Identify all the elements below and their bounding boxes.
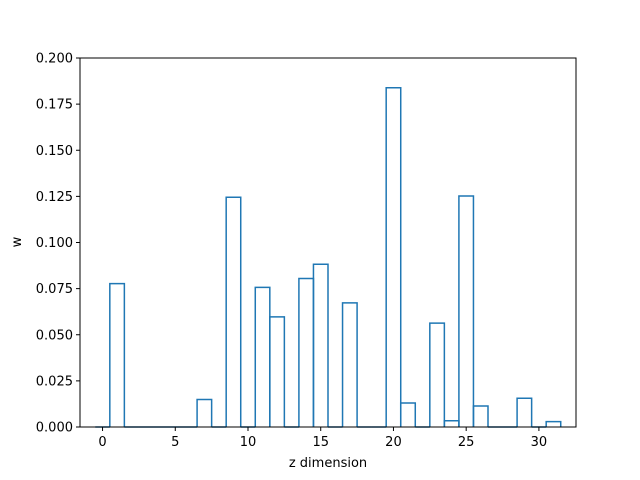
y-tick-label: 0.200 [36,52,73,67]
histogram-bar [341,302,358,427]
x-axis-ticks: 0 5 10 15 20 25 30 [98,427,547,450]
histogram-bar [545,420,562,427]
histogram-bar [109,282,126,427]
y-tick-label: 0.150 [36,144,73,159]
x-axis-label: z dimension [289,456,367,471]
histogram-bars [95,86,562,428]
y-axis-ticks: 0.000 0.025 0.050 0.075 0.100 0.125 0.150 0.175… [36,52,80,436]
histogram-bar [254,286,271,427]
histogram-bar [196,398,213,427]
x-tick-label: 30 [531,435,548,450]
x-tick-label: 25 [458,435,475,450]
histogram-bar [472,405,489,427]
x-tick-label: 20 [385,435,402,450]
y-tick-label: 0.100 [36,236,73,251]
histogram-bar [269,316,286,427]
y-tick-label: 0.050 [36,328,73,343]
x-tick-label: 0 [98,435,106,450]
y-tick-label: 0.125 [36,190,73,205]
y-tick-label: 0.075 [36,282,73,297]
y-axis-label: w [10,236,25,247]
histogram-bar [458,195,475,427]
y-tick-label: 0.000 [36,421,73,436]
y-tick-label: 0.175 [36,98,73,113]
histogram-bar [312,263,329,427]
x-tick-label: 10 [240,435,257,450]
x-tick-label: 15 [312,435,329,450]
histogram-bar [443,419,460,427]
histogram-bar [298,277,315,427]
histogram-bar [385,86,402,427]
x-tick-label: 5 [171,435,179,450]
histogram-bar [429,322,446,427]
y-tick-label: 0.025 [36,374,73,389]
histogram-bar [516,397,533,427]
histogram-bar [225,196,242,427]
histogram-bar [399,402,417,427]
